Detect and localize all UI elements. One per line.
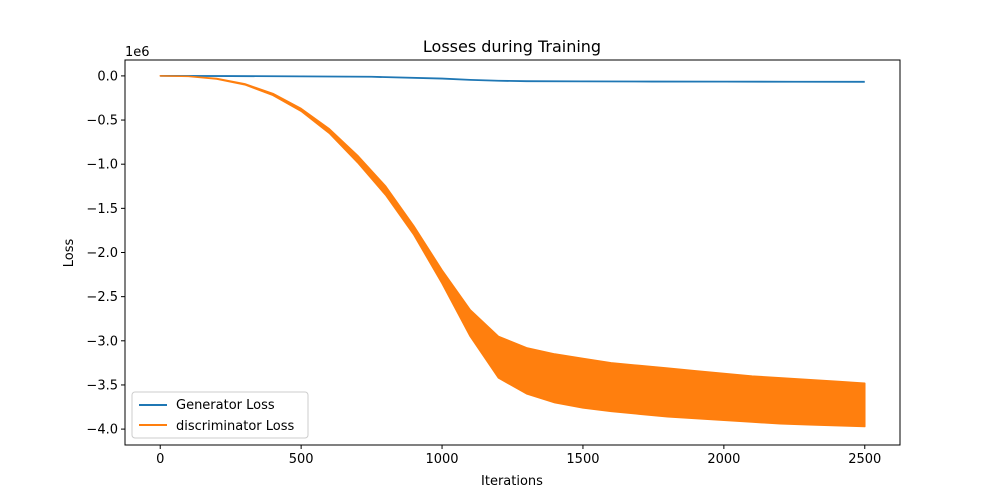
y-axis-ticks: 0.0 −0.5 −1.0 −1.5 −2.0 −2.5 −3.0 −3.5 −4.0 bbox=[86, 69, 125, 438]
plot-frame bbox=[124, 59, 901, 446]
y-tick-label: −4.0 bbox=[86, 423, 118, 438]
series-band-discriminator bbox=[159, 75, 866, 428]
chart-title: Losses during Training bbox=[423, 37, 601, 56]
legend: Generator Loss discriminator Loss bbox=[131, 391, 309, 439]
series-line-generator bbox=[160, 74, 865, 83]
legend-label-discriminator: discriminator Loss bbox=[176, 419, 294, 434]
x-tick-label: 2500 bbox=[848, 452, 881, 467]
plot-area bbox=[159, 74, 866, 428]
y-tick-label: −1.0 bbox=[86, 158, 118, 173]
y-tick-label: −2.5 bbox=[86, 290, 118, 305]
x-tick-label: 1000 bbox=[425, 452, 458, 467]
x-tick-label: 2000 bbox=[707, 452, 740, 467]
y-offset-text: 1e6 bbox=[125, 45, 150, 60]
y-tick-label: −3.5 bbox=[86, 378, 118, 393]
y-tick-label: −1.5 bbox=[86, 202, 118, 217]
y-tick-label: 0.0 bbox=[97, 69, 118, 84]
x-tick-label: 500 bbox=[289, 452, 314, 467]
y-tick-label: −2.0 bbox=[86, 246, 118, 261]
x-axis-ticks: 0 500 1000 1500 2000 2500 bbox=[156, 445, 881, 467]
y-tick-label: −0.5 bbox=[86, 114, 118, 129]
legend-box bbox=[131, 391, 309, 439]
y-axis-title: Loss bbox=[62, 239, 77, 268]
y-tick-label: −3.0 bbox=[86, 334, 118, 349]
legend-label-generator: Generator Loss bbox=[176, 398, 275, 413]
x-tick-label: 0 bbox=[156, 452, 164, 467]
x-axis-title: Iterations bbox=[481, 474, 543, 489]
x-tick-label: 1500 bbox=[566, 452, 599, 467]
